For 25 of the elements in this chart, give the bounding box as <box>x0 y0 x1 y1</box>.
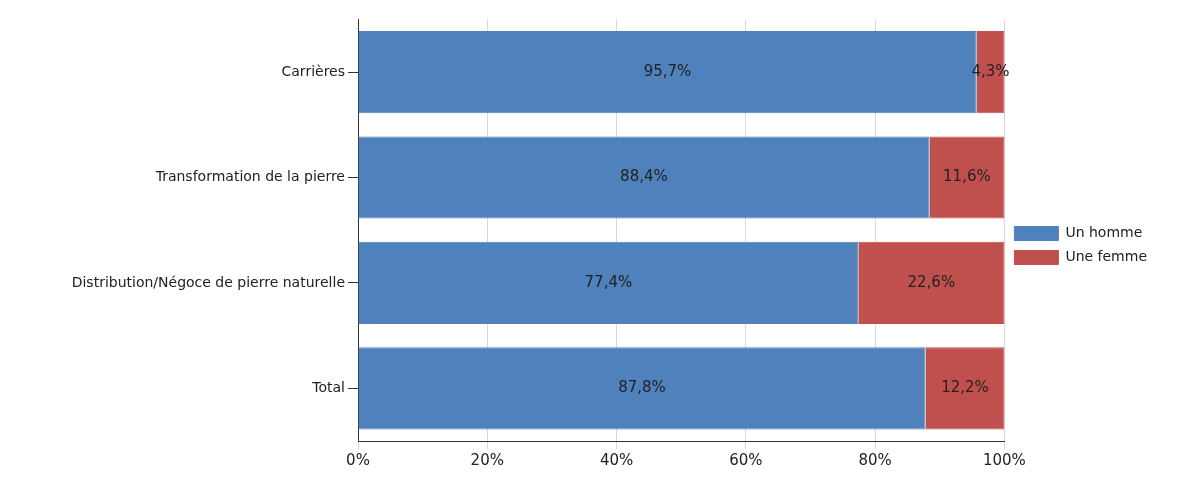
y-tick-label: Transformation de la pierre <box>154 168 345 185</box>
bar <box>358 136 930 219</box>
legend-label: Un homme <box>1065 224 1143 241</box>
x-tick-label: 80% <box>858 450 892 469</box>
x-tick-label: 100% <box>982 450 1026 469</box>
data-label: 88,4% <box>620 167 668 186</box>
bar <box>929 136 1005 219</box>
x-tick-label: 40% <box>599 450 634 469</box>
legend-label: Une femme <box>1065 248 1148 265</box>
y-tick-label: Carrières <box>281 62 345 79</box>
bar <box>858 241 1005 325</box>
data-label: 87,8% <box>618 378 666 397</box>
data-label: 22,6% <box>907 272 956 291</box>
data-label: 12,2% <box>941 378 989 397</box>
x-tick-label: 20% <box>470 450 504 469</box>
bar <box>358 241 859 325</box>
y-tick-label: Total <box>311 378 345 395</box>
data-label: 11,6% <box>943 167 991 186</box>
x-tick-label: 0% <box>346 450 370 469</box>
bar <box>358 347 926 430</box>
data-label: 95,7% <box>643 61 692 80</box>
x-tick-label: 60% <box>729 450 763 469</box>
data-label: 77,4% <box>584 272 633 291</box>
bar <box>925 347 1005 430</box>
y-tick-label: Distribution/Négoce de pierre naturelle <box>71 273 345 290</box>
